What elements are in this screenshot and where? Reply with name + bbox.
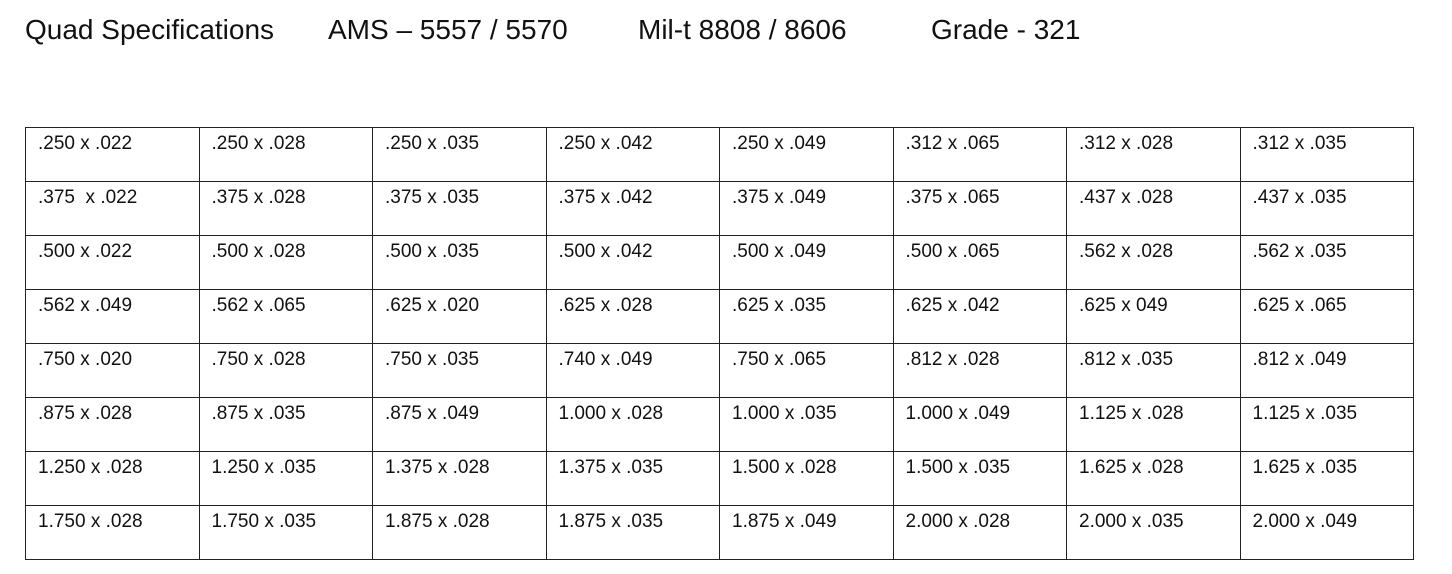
table-cell: .562 x .028 bbox=[1066, 235, 1241, 290]
table-cell: .312 x .035 bbox=[1239, 127, 1414, 182]
table-cell: .375 x .035 bbox=[372, 181, 547, 236]
table-cell: .625 x 049 bbox=[1066, 289, 1241, 344]
spec-mil: Mil-t 8808 / 8606 bbox=[638, 14, 847, 45]
table-row: .375 x .022.375 x .028.375 x .035.375 x … bbox=[25, 181, 1414, 236]
table-cell: 1.375 x .035 bbox=[545, 451, 720, 506]
table-cell: 1.625 x .028 bbox=[1066, 451, 1241, 506]
table-cell: .500 x .022 bbox=[25, 235, 200, 290]
table-cell: .625 x .035 bbox=[719, 289, 894, 344]
table-cell: .750 x .035 bbox=[372, 343, 547, 398]
table-cell: .625 x .065 bbox=[1239, 289, 1414, 344]
table-row: .875 x .028.875 x .035.875 x .049 1.000 x… bbox=[25, 397, 1414, 452]
table-cell: .250 x .035 bbox=[372, 127, 547, 182]
table-cell: .875 x .028 bbox=[25, 397, 200, 452]
table-row: 1.250 x .028 1.250 x .035 1.375 x .028 1.37… bbox=[25, 451, 1414, 506]
table-cell: 1.625 x .035 bbox=[1239, 451, 1414, 506]
spec-table: .250 x .022.250 x .028.250 x .035.250 x … bbox=[25, 127, 1414, 560]
table-cell: .250 x .022 bbox=[25, 127, 200, 182]
table-cell: .500 x .065 bbox=[892, 235, 1067, 290]
table-cell: .750 x .028 bbox=[198, 343, 373, 398]
table-cell: .562 x .065 bbox=[198, 289, 373, 344]
table-cell: 1.375 x .028 bbox=[372, 451, 547, 506]
table-cell: .812 x .035 bbox=[1066, 343, 1241, 398]
table-row: .750 x .020.750 x .028.750 x .035.740 x … bbox=[25, 343, 1414, 398]
table-cell: .312 x .028 bbox=[1066, 127, 1241, 182]
table-cell: .250 x .042 bbox=[545, 127, 720, 182]
title: Quad Specifications bbox=[25, 14, 275, 45]
table-cell: .875 x .035 bbox=[198, 397, 373, 452]
table-cell: .812 x .049 bbox=[1239, 343, 1414, 398]
table-cell: 1.875 x .028 bbox=[372, 505, 547, 560]
table-cell: .250 x .049 bbox=[719, 127, 894, 182]
table-cell: .625 x .042 bbox=[892, 289, 1067, 344]
table-cell: .500 x .042 bbox=[545, 235, 720, 290]
table-cell: .500 x .035 bbox=[372, 235, 547, 290]
table-cell: 2.000 x .035 bbox=[1066, 505, 1241, 560]
table-cell: .250 x .028 bbox=[198, 127, 373, 182]
table-cell: 2.000 x .049 bbox=[1239, 505, 1414, 560]
table-cell: .375 x .022 bbox=[25, 181, 200, 236]
table-row: .250 x .022.250 x .028.250 x .035.250 x … bbox=[25, 127, 1414, 182]
table-cell: 1.875 x .035 bbox=[545, 505, 720, 560]
table-cell: .500 x .028 bbox=[198, 235, 373, 290]
table-cell: .625 x .020 bbox=[372, 289, 547, 344]
table-row: 1.750 x .028 1.750 x .035 1.875 x .028 1.87… bbox=[25, 505, 1414, 560]
grade: Grade - 321 bbox=[931, 14, 1081, 45]
table-cell: .562 x .035 bbox=[1239, 235, 1414, 290]
table-cell: 1.250 x .035 bbox=[198, 451, 373, 506]
table-row: .500 x .022.500 x .028.500 x .035.500 x … bbox=[25, 235, 1414, 290]
table-cell: 2.000 x .028 bbox=[892, 505, 1067, 560]
table-cell: 1.750 x .035 bbox=[198, 505, 373, 560]
spec-ams: AMS – 5557 / 5570 bbox=[328, 14, 568, 45]
table-cell: .375 x .028 bbox=[198, 181, 373, 236]
table-cell: .740 x .049 bbox=[545, 343, 720, 398]
table-cell: 1.500 x .035 bbox=[892, 451, 1067, 506]
table-cell: 1.000 x .049 bbox=[892, 397, 1067, 452]
table-cell: 1.000 x .035 bbox=[719, 397, 894, 452]
table-cell: .312 x .065 bbox=[892, 127, 1067, 182]
table-cell: 1.250 x .028 bbox=[25, 451, 200, 506]
table-cell: .812 x .028 bbox=[892, 343, 1067, 398]
table-cell: .750 x .065 bbox=[719, 343, 894, 398]
table-cell: .437 x .028 bbox=[1066, 181, 1241, 236]
table-cell: .875 x .049 bbox=[372, 397, 547, 452]
table-cell: .375 x .042 bbox=[545, 181, 720, 236]
table-cell: 1.875 x .049 bbox=[719, 505, 894, 560]
table-cell: 1.750 x .028 bbox=[25, 505, 200, 560]
table-cell: 1.500 x .028 bbox=[719, 451, 894, 506]
table-cell: .437 x .035 bbox=[1239, 181, 1414, 236]
table-cell: .375 x .065 bbox=[892, 181, 1067, 236]
table-cell: .625 x .028 bbox=[545, 289, 720, 344]
table-cell: 1.000 x .028 bbox=[545, 397, 720, 452]
table-cell: .375 x .049 bbox=[719, 181, 894, 236]
table-cell: .500 x .049 bbox=[719, 235, 894, 290]
table-cell: .750 x .020 bbox=[25, 343, 200, 398]
table-cell: 1.125 x .035 bbox=[1239, 397, 1414, 452]
table-cell: 1.125 x .028 bbox=[1066, 397, 1241, 452]
table-cell: .562 x .049 bbox=[25, 289, 200, 344]
table-row: .562 x .049.562 x .065.625 x .020.625 x … bbox=[25, 289, 1414, 344]
